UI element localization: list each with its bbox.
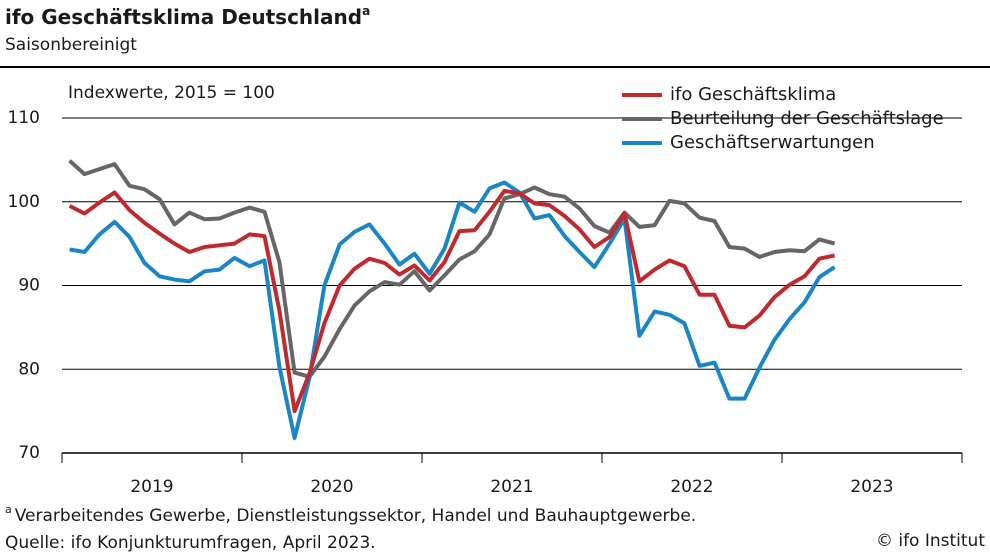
x-tick-label: 2021 <box>490 477 533 497</box>
x-tick-label: 2022 <box>670 477 713 497</box>
series-line <box>68 159 836 379</box>
legend-label: Beurteilung der Geschäftslage <box>670 108 944 129</box>
y-axis-label: Indexwerte, 2015 = 100 <box>68 83 275 103</box>
y-tick-label: 80 <box>18 359 40 379</box>
title-mark: a <box>362 4 370 18</box>
legend-label: ifo Geschäftsklima <box>670 84 836 105</box>
legend-label: Geschäftserwartungen <box>670 132 875 153</box>
chart-title: ifo Geschäftsklima Deutschlanda <box>5 4 370 29</box>
footnote: a Verarbeitendes Gewerbe, Dienstleistungs… <box>5 503 696 526</box>
title-text: ifo Geschäftsklima Deutschland <box>5 5 362 29</box>
y-tick-label: 90 <box>18 276 40 296</box>
series-line <box>69 180 836 440</box>
y-tick-label: 70 <box>18 443 40 463</box>
subtitle: Saisonbereinigt <box>5 35 137 55</box>
y-tick-label: 100 <box>8 192 40 212</box>
x-tick-label: 2020 <box>310 477 353 497</box>
y-tick-label: 110 <box>8 108 40 128</box>
credit: © ifo Institut <box>876 531 985 551</box>
x-tick-label: 2019 <box>130 477 173 497</box>
source: Quelle: ifo Konjunkturumfragen, April 20… <box>5 533 376 553</box>
footnote-mark: a <box>5 503 12 516</box>
series-line <box>68 188 836 414</box>
footnote-text: Verarbeitendes Gewerbe, Dienstleistungss… <box>15 506 696 526</box>
x-tick-label: 2023 <box>850 477 893 497</box>
